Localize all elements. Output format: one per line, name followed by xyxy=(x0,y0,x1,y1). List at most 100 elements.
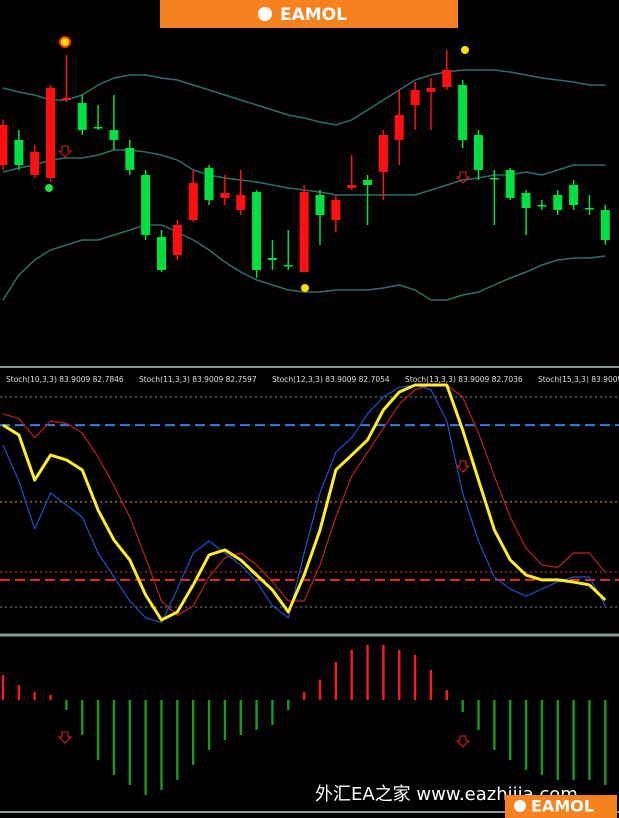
candle-body xyxy=(299,192,309,272)
candle-body xyxy=(30,152,40,175)
histogram-bar xyxy=(509,700,512,760)
indicator-label: Stoch(13,3,3) 83.9009 82.7036 xyxy=(405,375,523,384)
price-panel xyxy=(0,50,610,301)
histogram-bar xyxy=(445,690,448,700)
histogram-bar xyxy=(176,700,179,780)
signal-dot xyxy=(45,184,53,192)
candle-body xyxy=(569,185,579,205)
histogram-bar xyxy=(540,700,544,775)
histogram-bar xyxy=(604,700,607,785)
histogram-bar xyxy=(207,700,211,750)
candle-body xyxy=(426,88,436,92)
candle-body xyxy=(267,258,277,260)
logo: EAMOL xyxy=(280,5,347,25)
histogram-bar xyxy=(65,700,68,710)
histogram-bar xyxy=(366,645,369,700)
candle-body xyxy=(315,195,325,215)
footer-logo: EAMOL xyxy=(531,797,594,816)
histogram-bar xyxy=(429,670,433,700)
candle-body xyxy=(220,193,230,198)
histogram-bar xyxy=(239,700,242,735)
candle-body xyxy=(252,192,262,270)
candle-body xyxy=(347,185,357,188)
histogram-bar xyxy=(334,662,338,700)
candle-body xyxy=(363,180,373,185)
candle-body xyxy=(600,210,610,240)
histogram-bar xyxy=(477,700,480,730)
histogram-bar xyxy=(398,650,401,700)
histogram-bar xyxy=(49,695,52,700)
histogram-bar xyxy=(287,700,290,710)
logo-banner xyxy=(160,0,458,28)
arrow xyxy=(57,731,73,744)
band-line xyxy=(2,69,606,126)
candle-body xyxy=(14,140,24,165)
histogram-bar xyxy=(271,700,274,725)
arrow xyxy=(455,735,471,748)
candle-body xyxy=(537,205,547,207)
logo-badge xyxy=(505,795,617,818)
candle-body xyxy=(77,103,87,130)
candle-body xyxy=(584,208,594,210)
logo-icon xyxy=(258,7,272,21)
candle-body xyxy=(93,127,103,129)
histogram-bar xyxy=(318,680,322,700)
candle-body xyxy=(553,195,563,210)
candle-body xyxy=(46,88,56,178)
histogram-bar xyxy=(572,700,575,780)
signal-dot xyxy=(59,36,71,48)
histogram-bar xyxy=(350,650,353,700)
histogram-bar xyxy=(382,645,385,700)
histogram-bar xyxy=(128,700,131,785)
candle-body xyxy=(394,115,404,140)
candle-body xyxy=(410,90,420,105)
histogram-bar xyxy=(33,692,36,700)
arrow xyxy=(455,460,471,473)
band-line xyxy=(2,224,606,301)
stoch-line xyxy=(2,383,607,622)
candle-body xyxy=(236,195,246,210)
candle-body xyxy=(204,168,214,200)
logo-icon xyxy=(514,800,526,812)
histogram-bar xyxy=(493,700,496,750)
histogram-bar xyxy=(96,700,100,760)
candle-body xyxy=(125,148,135,170)
indicator-label: Stoch(11,3,3) 83.9009 82.7597 xyxy=(139,375,257,384)
histogram-bar xyxy=(81,700,84,735)
histogram-bar xyxy=(160,700,163,790)
candle-body xyxy=(521,193,531,208)
signal-dot xyxy=(461,46,469,54)
candle-body xyxy=(378,135,388,172)
indicator-label: Stoch(12,3,3) 83.9009 82.7054 xyxy=(272,375,390,384)
arrow xyxy=(57,145,73,158)
candle-body xyxy=(141,175,151,235)
candle-body xyxy=(157,237,166,270)
histogram-bar xyxy=(192,700,195,765)
histogram-bar xyxy=(255,700,258,730)
candle-body xyxy=(505,170,515,198)
histogram-bar xyxy=(302,692,306,700)
candle-body xyxy=(442,70,452,87)
histogram-bar xyxy=(556,700,559,780)
signal-dot xyxy=(301,284,309,292)
candle-body xyxy=(109,130,119,140)
candle-body xyxy=(331,200,341,220)
histogram-bar xyxy=(223,700,227,740)
candle-body xyxy=(458,85,468,140)
stoch-panel: Stoch(10,3,3) 83.9009 82.7846 Stoch(11,3,… xyxy=(0,375,619,624)
indicator-label: Stoch(10,3,3) 83.9009 82.7846 xyxy=(6,375,124,384)
histogram-panel xyxy=(1,645,607,795)
histogram-bar xyxy=(413,655,417,700)
stoch-line xyxy=(2,384,606,616)
candle-body xyxy=(172,225,182,255)
arrow xyxy=(455,171,471,184)
candle-body xyxy=(489,178,499,180)
indicator-label: Stoch(15,3,3) 83.9009 xyxy=(538,375,619,384)
histogram-bar xyxy=(588,700,591,780)
candle-body xyxy=(61,98,71,100)
histogram-bar xyxy=(144,700,147,795)
candle-body xyxy=(0,125,8,165)
histogram-bar xyxy=(112,700,116,775)
